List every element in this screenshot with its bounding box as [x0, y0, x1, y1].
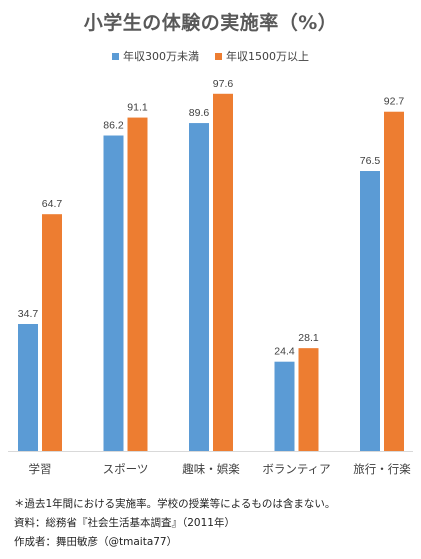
legend-label-series-2: 年収1500万以上 [226, 50, 309, 63]
bar-1-4 [274, 361, 295, 451]
bar-chart: 34.7 64.7 学習 86.291.1 スポーツ 89.6 97.6 趣味・娯楽 24.42… [8, 78, 413, 476]
data-label-2-2: 91.1 [127, 102, 148, 114]
legend-label-series-1: 年収300万未満 [123, 50, 199, 63]
data-label-2-5: 92.7 [384, 96, 405, 108]
category-label-5: 旅行・行楽 [353, 462, 411, 476]
data-label-1-5: 76.5 [360, 155, 381, 167]
chart-title: 小学生の体験の実施率（%） [83, 12, 338, 34]
data-label-1-3: 89.6 [189, 107, 210, 119]
bar-2-3 [213, 93, 233, 451]
category-label-2: スポーツ [103, 462, 149, 476]
legend-item-series-1: 年収300万未満 [112, 48, 199, 64]
bar-1-3 [189, 123, 209, 452]
legend: 年収300万未満 年収1500万以上 [0, 48, 421, 64]
data-label-1-2: 86.2 [103, 120, 124, 132]
legend-swatch-series-1 [112, 52, 119, 60]
bar-2-1 [42, 214, 62, 451]
footnotes: ＊過去1年間における実施率。学校の授業等によるものは含まない。 資料：総務省『社… [14, 495, 335, 552]
bar-2-2 [127, 117, 148, 451]
category-label-3: 趣味・娯楽 [182, 462, 240, 476]
data-label-2-4: 28.1 [298, 332, 319, 344]
bar-1-1 [18, 323, 38, 451]
footnote-line-3: 作成者：舞田敏彦（@tmaita77） [14, 536, 178, 548]
footnote-line-2: 資料：総務省『社会生活基本調査』（2011年） [14, 517, 235, 529]
bar-2-5 [384, 111, 404, 451]
data-label-2-1: 64.7 [42, 198, 63, 210]
data-label-1-4: 24.4 [274, 346, 295, 358]
data-label-1-1: 34.7 [18, 308, 39, 320]
category-label-1: 学習 [29, 462, 52, 476]
footnote-line-1: ＊過去1年間における実施率。学校の授業等によるものは含まない。 [14, 498, 336, 510]
data-label-2-3: 97.6 [213, 78, 234, 90]
bar-1-5 [360, 171, 380, 451]
legend-item-series-2: 年収1500万以上 [215, 48, 309, 64]
bar-1-2 [103, 135, 124, 451]
bar-2-4 [298, 348, 319, 451]
legend-swatch-series-2 [215, 52, 222, 60]
category-label-4: ボランティア [262, 462, 330, 476]
